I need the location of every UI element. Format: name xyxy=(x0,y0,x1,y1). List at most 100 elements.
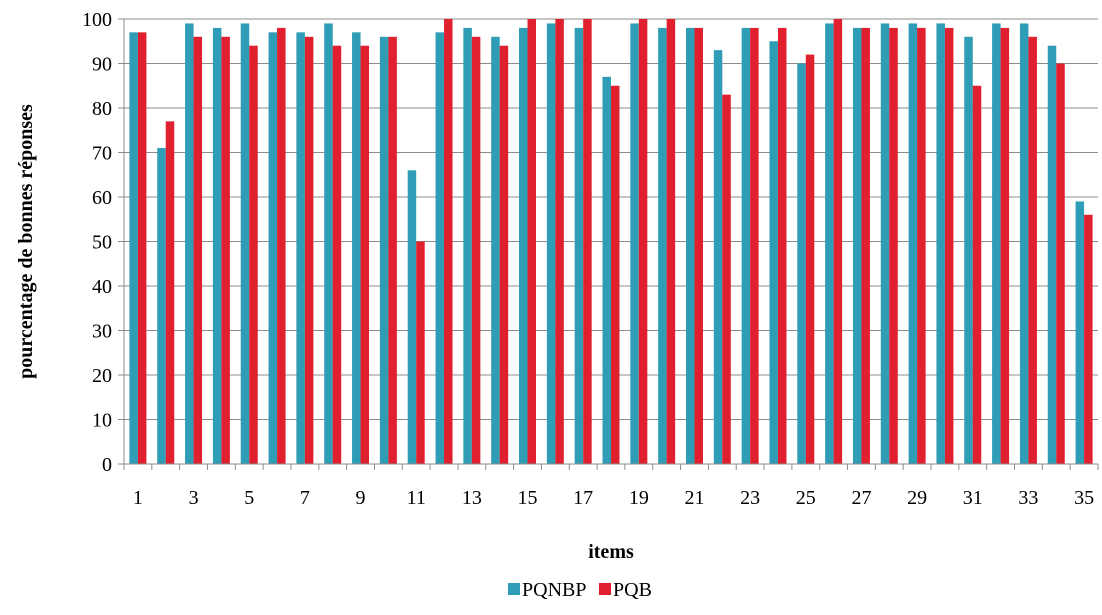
bar-pqnbp-item-19 xyxy=(630,23,639,464)
y-axis-title: pourcentage de bonnes réponses xyxy=(15,104,37,379)
bar-pqnbp-item-28 xyxy=(880,23,890,464)
y-tick-label: 30 xyxy=(92,321,112,343)
bar-pqb-item-28 xyxy=(889,27,898,465)
x-tick-label: 21 xyxy=(684,487,704,509)
y-tick-label: 60 xyxy=(92,187,112,209)
bar-pqb-item-26 xyxy=(833,19,843,464)
y-tick-label: 80 xyxy=(92,98,112,120)
x-tick-label: 13 xyxy=(462,487,482,509)
bar-pqnbp-item-9 xyxy=(352,32,361,464)
bar-pqnbp-item-34 xyxy=(1047,45,1057,464)
bar-pqnbp-item-22 xyxy=(713,50,723,465)
bar-pqb-item-25 xyxy=(805,54,815,464)
x-tick-label: 25 xyxy=(796,487,816,509)
bar-pqnbp-item-20 xyxy=(658,27,667,465)
bar-pqnbp-item-15 xyxy=(519,27,528,465)
bar-pqb-item-34 xyxy=(1056,63,1065,464)
x-tick-label: 15 xyxy=(518,487,538,509)
bar-pqb-item-22 xyxy=(722,94,731,465)
legend-swatch-pqb xyxy=(599,583,611,595)
bar-pqb-item-18 xyxy=(611,85,620,464)
x-tick-label: 27 xyxy=(851,487,871,509)
legend-label-pqb: PQB xyxy=(613,579,652,601)
bar-pqnbp-item-26 xyxy=(825,23,834,464)
bar-pqnbp-item-24 xyxy=(769,41,778,464)
y-tick-label: 10 xyxy=(92,410,112,432)
bar-pqb-item-4 xyxy=(221,36,230,465)
bar-pqb-item-10 xyxy=(388,36,397,465)
bar-pqnbp-item-31 xyxy=(964,36,973,465)
bar-pqb-item-3 xyxy=(193,36,203,465)
bar-pqb-item-24 xyxy=(777,27,787,465)
legend-swatch-pqnbp xyxy=(508,583,520,595)
bar-pqnbp-item-27 xyxy=(852,27,862,465)
bar-pqnbp-item-12 xyxy=(435,32,445,464)
bar-pqnbp-item-1 xyxy=(129,32,138,464)
x-axis-title: items xyxy=(588,541,634,563)
bar-pqb-item-32 xyxy=(1000,27,1010,465)
bar-pqb-item-12 xyxy=(444,19,453,464)
y-tick-label: 70 xyxy=(92,143,112,165)
bar-pqb-item-31 xyxy=(972,85,982,464)
bar-pqnbp-item-14 xyxy=(491,36,500,465)
x-tick-label: 1 xyxy=(133,487,143,509)
bar-pqb-item-35 xyxy=(1084,214,1093,464)
bar-pqnbp-item-16 xyxy=(546,23,556,464)
bar-pqb-item-20 xyxy=(666,19,676,464)
y-tick-label: 0 xyxy=(102,454,112,476)
x-tick-label: 3 xyxy=(189,487,199,509)
bar-pqnbp-item-32 xyxy=(992,23,1001,464)
x-tick-label: 29 xyxy=(907,487,927,509)
legend-label-pqnbp: PQNBP xyxy=(522,579,586,601)
bar-pqb-item-1 xyxy=(137,32,147,464)
y-tick-label: 20 xyxy=(92,365,112,387)
x-tick-label: 33 xyxy=(1018,487,1038,509)
bar-pqnbp-item-3 xyxy=(185,23,194,464)
bar-pqnbp-item-5 xyxy=(240,23,250,464)
bar-pqnbp-item-23 xyxy=(741,27,751,465)
bar-pqnbp-item-7 xyxy=(296,32,305,464)
bar-pqnbp-item-11 xyxy=(407,170,417,465)
bar-pqb-item-15 xyxy=(527,19,537,464)
x-tick-label: 31 xyxy=(963,487,983,509)
x-tick-label: 9 xyxy=(356,487,366,509)
bar-pqb-item-30 xyxy=(944,27,954,465)
bar-pqnbp-item-17 xyxy=(574,27,584,465)
bar-pqnbp-item-25 xyxy=(797,63,806,464)
bar-pqb-item-21 xyxy=(694,27,703,465)
bar-pqb-item-8 xyxy=(332,45,342,464)
x-tick-label: 35 xyxy=(1074,487,1094,509)
legend: PQNBP PQB xyxy=(508,579,652,601)
y-tick-label: 90 xyxy=(92,54,112,76)
bar-pqb-item-6 xyxy=(277,27,286,465)
bar-pqb-item-29 xyxy=(917,27,926,465)
bar-pqnbp-item-6 xyxy=(268,32,278,464)
bar-pqnbp-item-29 xyxy=(908,23,918,464)
bar-pqnbp-item-10 xyxy=(379,36,389,465)
bar-pqb-item-9 xyxy=(360,45,370,464)
bar-pqb-item-5 xyxy=(249,45,258,464)
bar-pqb-item-2 xyxy=(165,121,175,464)
bar-pqnbp-item-4 xyxy=(212,27,222,465)
bar-pqnbp-item-30 xyxy=(936,23,945,464)
bar-pqb-item-11 xyxy=(416,241,425,464)
bar-pqnbp-item-13 xyxy=(463,27,472,465)
bar-pqnbp-item-35 xyxy=(1075,201,1085,464)
y-tick-label: 40 xyxy=(92,276,112,298)
bar-pqb-item-19 xyxy=(638,19,648,464)
bar-pqnbp-item-8 xyxy=(324,23,333,464)
x-tick-label: 5 xyxy=(244,487,254,509)
bar-pqb-item-14 xyxy=(499,45,509,464)
x-tick-label: 23 xyxy=(740,487,760,509)
bar-pqb-item-17 xyxy=(583,19,592,464)
bars xyxy=(129,19,1093,465)
x-tick-label: 11 xyxy=(407,487,426,509)
bar-pqnbp-item-21 xyxy=(685,27,695,465)
y-tick-label: 100 xyxy=(82,9,112,31)
bar-pqnbp-item-18 xyxy=(602,76,611,464)
y-tick-label: 50 xyxy=(92,232,112,254)
x-tick-label: 17 xyxy=(573,487,593,509)
